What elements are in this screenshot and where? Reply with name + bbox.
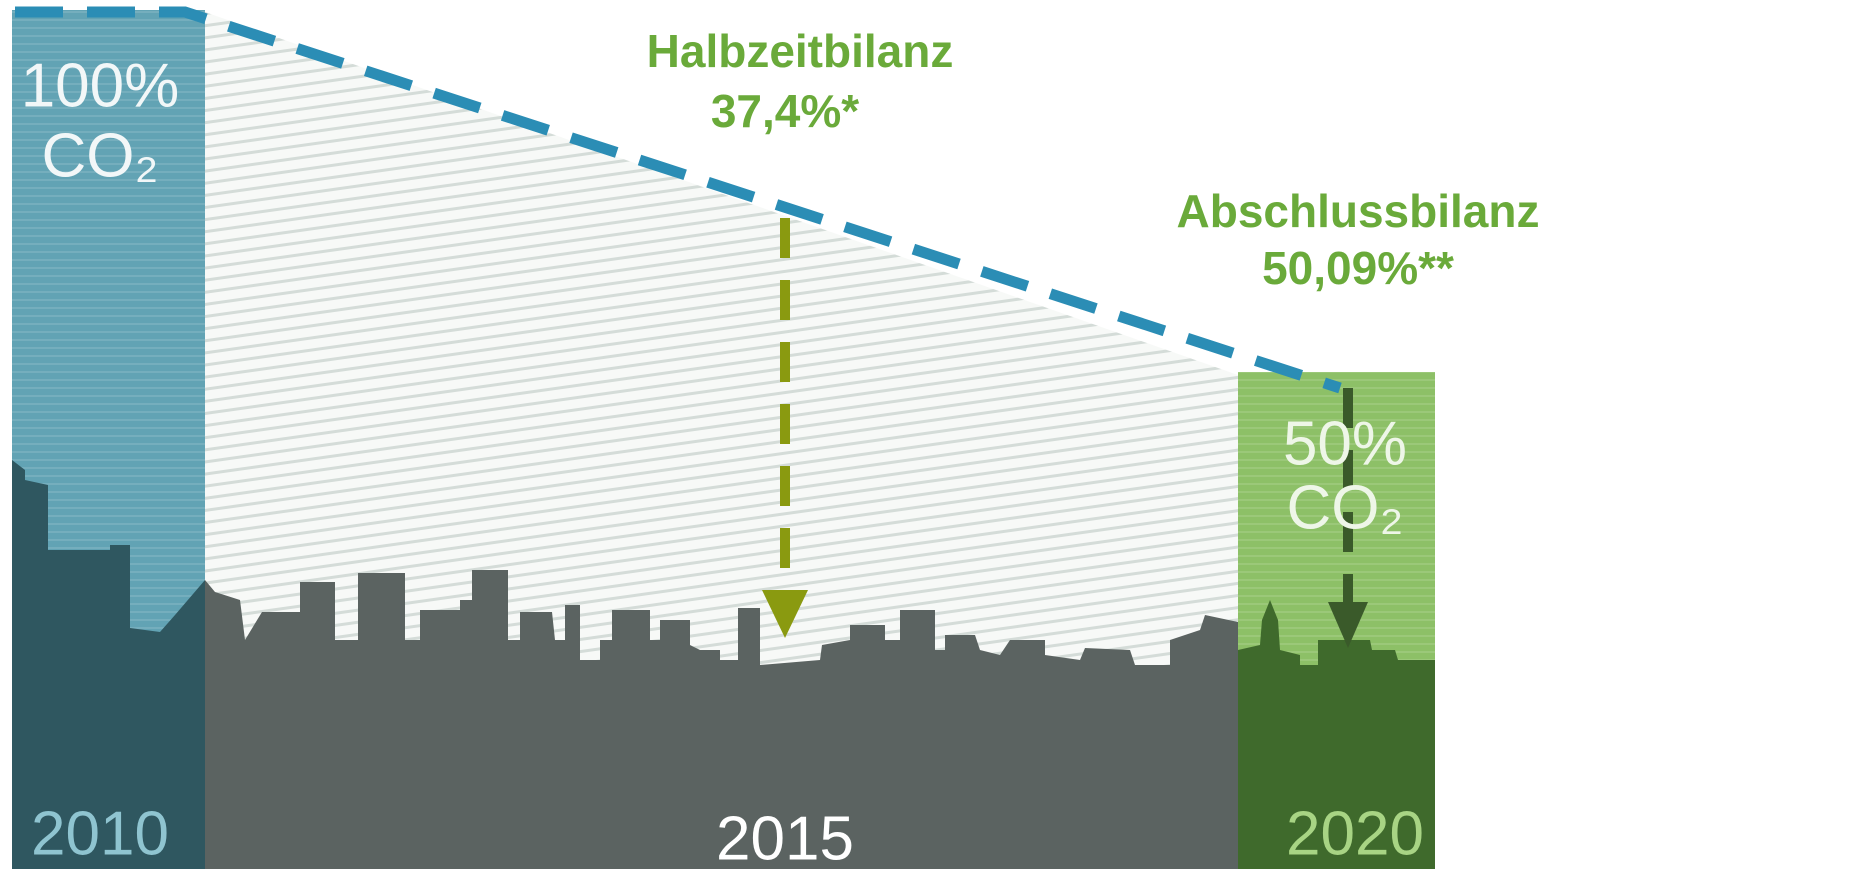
end-unit: CO₂ [1286, 473, 1403, 542]
final-title: Abschlussbilanz [1177, 185, 1540, 237]
midterm-title: Halbzeitbilanz [647, 25, 954, 77]
end-year: 2020 [1286, 799, 1424, 868]
infographic: 100% CO₂ 2010 Halbzeitbilanz 37,4%* 2015… [0, 0, 1864, 869]
midterm-value: 37,4%* [711, 85, 859, 137]
midterm-year: 2015 [716, 804, 854, 869]
final-value: 50,09%** [1262, 242, 1454, 294]
end-value: 50% [1283, 409, 1407, 478]
start-value: 100% [21, 51, 180, 120]
start-unit: CO₂ [41, 121, 158, 190]
start-year: 2010 [31, 799, 169, 868]
